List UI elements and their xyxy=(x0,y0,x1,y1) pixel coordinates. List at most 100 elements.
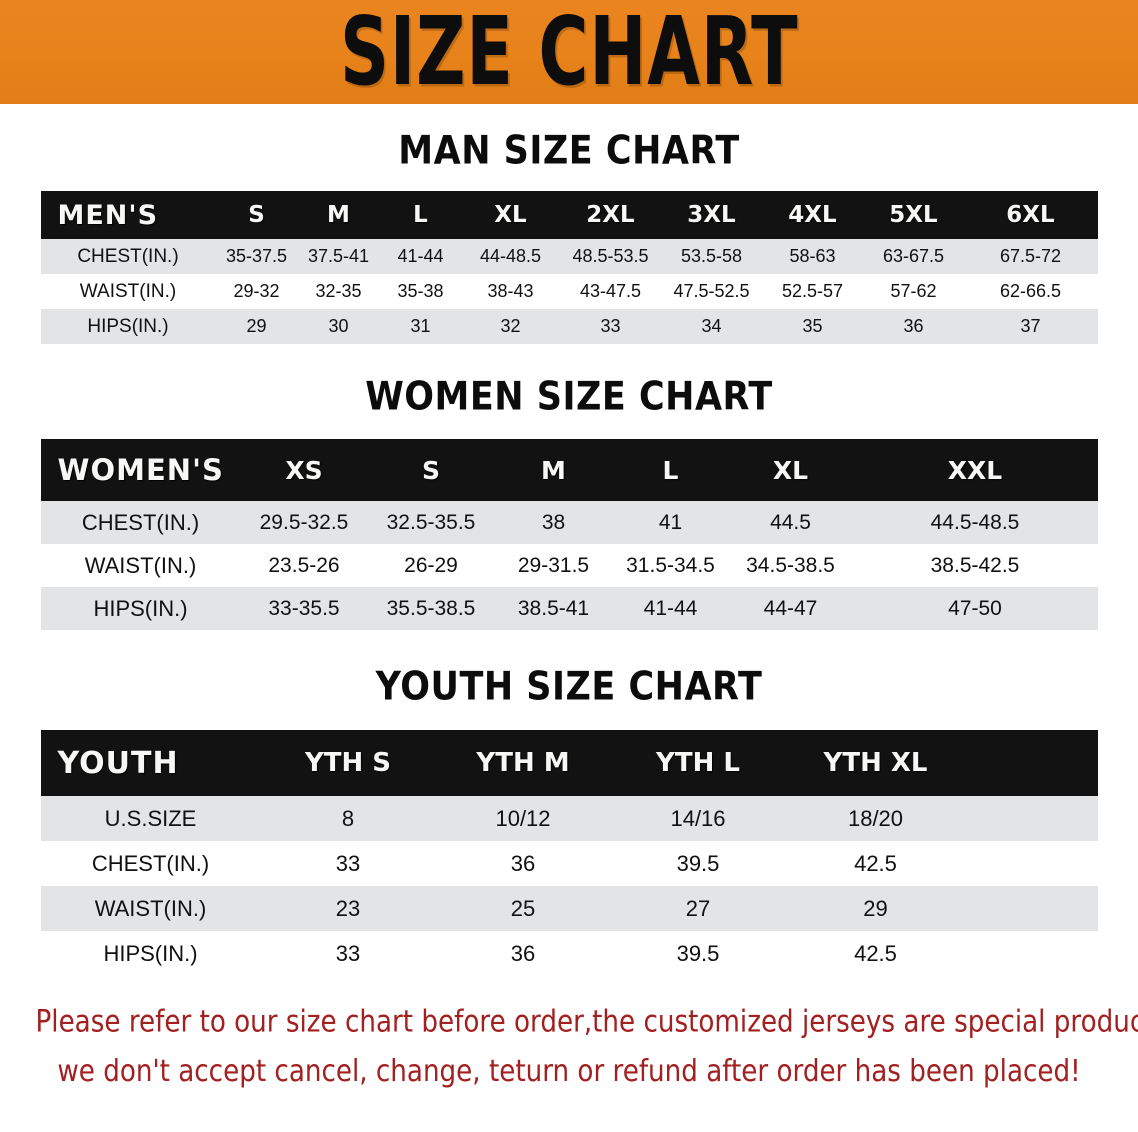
man-column-header: 3XL xyxy=(661,191,762,239)
row-label: U.S.SIZE xyxy=(40,796,261,841)
table-cell: 35-37.5 xyxy=(215,239,298,274)
man-header-label: MEN'S xyxy=(40,191,216,239)
table-cell: 35 xyxy=(761,309,864,344)
man-column-header: S xyxy=(215,191,298,239)
youth-column-header: YTH S xyxy=(260,730,436,796)
table-cell: 30 xyxy=(297,309,380,344)
table-cell-spacer xyxy=(965,796,1098,841)
table-cell: 35.5-38.5 xyxy=(367,587,495,630)
table-cell: 37 xyxy=(963,309,1098,344)
table-row: CHEST(IN.) 33 36 39.5 42.5 xyxy=(40,841,1098,886)
table-cell: 33 xyxy=(559,309,662,344)
women-column-header: XS xyxy=(240,439,368,501)
table-row: HIPS(IN.) 33-35.5 35.5-38.5 38.5-41 41-4… xyxy=(40,587,1098,630)
table-cell: 41-44 xyxy=(612,587,729,630)
row-label: HIPS(IN.) xyxy=(40,587,241,630)
table-cell: 29 xyxy=(215,309,298,344)
table-row: HIPS(IN.) 33 36 39.5 42.5 xyxy=(40,931,1098,976)
table-cell: 38.5-41 xyxy=(494,587,613,630)
man-column-header: L xyxy=(379,191,462,239)
table-cell: 23 xyxy=(260,886,436,931)
table-cell: 10/12 xyxy=(435,796,611,841)
table-row: WAIST(IN.) 23 25 27 29 xyxy=(40,886,1098,931)
table-cell: 36 xyxy=(863,309,964,344)
youth-column-header: YTH L xyxy=(610,730,786,796)
women-column-header: XL xyxy=(728,439,853,501)
table-cell: 43-47.5 xyxy=(559,274,662,309)
man-column-header: 5XL xyxy=(863,191,964,239)
table-cell: 38 xyxy=(494,501,613,544)
women-header-label: WOMEN'S xyxy=(40,439,241,501)
table-cell: 41 xyxy=(612,501,729,544)
table-cell: 44-48.5 xyxy=(461,239,560,274)
table-cell: 44.5 xyxy=(728,501,853,544)
table-cell: 31.5-34.5 xyxy=(612,544,729,587)
women-column-header: XXL xyxy=(852,439,1098,501)
women-size-table: WOMEN'S XS S M L XL XXL CHEST(IN.) 29.5-… xyxy=(40,439,1098,630)
table-row: U.S.SIZE 8 10/12 14/16 18/20 xyxy=(40,796,1098,841)
table-cell: 32-35 xyxy=(297,274,380,309)
table-cell: 42.5 xyxy=(785,931,966,976)
man-column-header: 4XL xyxy=(761,191,864,239)
table-cell: 58-63 xyxy=(761,239,864,274)
table-row: WAIST(IN.) 23.5-26 26-29 29-31.5 31.5-34… xyxy=(40,544,1098,587)
table-cell: 52.5-57 xyxy=(761,274,864,309)
table-cell: 53.5-58 xyxy=(661,239,762,274)
table-cell: 8 xyxy=(260,796,436,841)
man-column-header: M xyxy=(297,191,380,239)
table-row: HIPS(IN.) 29 30 31 32 33 34 35 36 37 xyxy=(40,309,1098,344)
table-cell: 42.5 xyxy=(785,841,966,886)
youth-column-header: YTH XL xyxy=(785,730,966,796)
table-cell: 36 xyxy=(435,931,611,976)
table-cell: 44-47 xyxy=(728,587,853,630)
table-cell: 29-31.5 xyxy=(494,544,613,587)
table-cell: 38.5-42.5 xyxy=(852,544,1098,587)
table-cell: 14/16 xyxy=(610,796,786,841)
table-cell: 39.5 xyxy=(610,841,786,886)
row-label: HIPS(IN.) xyxy=(40,931,261,976)
table-cell: 23.5-26 xyxy=(240,544,368,587)
table-cell: 44.5-48.5 xyxy=(852,501,1098,544)
table-cell: 41-44 xyxy=(379,239,462,274)
women-column-header: M xyxy=(494,439,613,501)
table-cell: 18/20 xyxy=(785,796,966,841)
table-cell: 29.5-32.5 xyxy=(240,501,368,544)
page-banner: SIZE CHART xyxy=(0,0,1138,104)
table-cell: 38-43 xyxy=(461,274,560,309)
row-label: CHEST(IN.) xyxy=(40,841,261,886)
table-cell: 62-66.5 xyxy=(963,274,1098,309)
table-row: CHEST(IN.) 35-37.5 37.5-41 41-44 44-48.5… xyxy=(40,239,1098,274)
disclaimer-line-1: Please refer to our size chart before or… xyxy=(35,1004,1138,1040)
table-cell: 47-50 xyxy=(852,587,1098,630)
table-cell: 67.5-72 xyxy=(963,239,1098,274)
man-column-header: XL xyxy=(461,191,560,239)
row-label: WAIST(IN.) xyxy=(40,886,261,931)
man-column-header: 2XL xyxy=(559,191,662,239)
table-cell: 48.5-53.5 xyxy=(559,239,662,274)
table-cell: 33-35.5 xyxy=(240,587,368,630)
table-cell: 39.5 xyxy=(610,931,786,976)
disclaimer-text: Please refer to our size chart before or… xyxy=(35,998,1138,1097)
table-cell: 26-29 xyxy=(367,544,495,587)
women-column-header: S xyxy=(367,439,495,501)
disclaimer-line-2: we don't accept cancel, change, teturn o… xyxy=(57,1054,1081,1089)
women-section-title: WOMEN SIZE CHART xyxy=(365,374,773,420)
table-cell: 34.5-38.5 xyxy=(728,544,853,587)
row-label: WAIST(IN.) xyxy=(40,274,216,309)
table-cell: 33 xyxy=(260,841,436,886)
table-cell: 35-38 xyxy=(379,274,462,309)
table-cell-spacer xyxy=(965,931,1098,976)
table-row: CHEST(IN.) 29.5-32.5 32.5-35.5 38 41 44.… xyxy=(40,501,1098,544)
table-cell: 29-32 xyxy=(215,274,298,309)
youth-header-spacer xyxy=(965,730,1098,796)
table-cell: 27 xyxy=(610,886,786,931)
table-cell: 37.5-41 xyxy=(297,239,380,274)
youth-header-label: YOUTH xyxy=(40,730,261,796)
table-cell: 63-67.5 xyxy=(863,239,964,274)
table-cell: 31 xyxy=(379,309,462,344)
row-label: WAIST(IN.) xyxy=(40,544,241,587)
table-cell: 25 xyxy=(435,886,611,931)
youth-column-header: YTH M xyxy=(435,730,611,796)
table-cell: 32.5-35.5 xyxy=(367,501,495,544)
